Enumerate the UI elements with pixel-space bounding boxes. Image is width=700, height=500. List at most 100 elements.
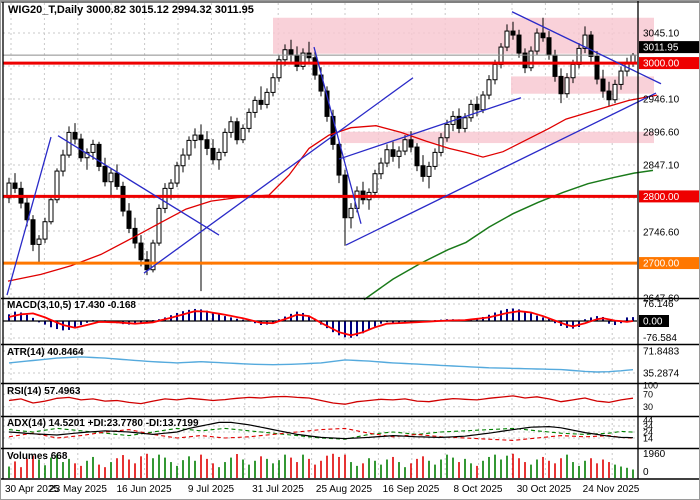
candle-body xyxy=(90,143,96,153)
candle-body xyxy=(336,143,342,176)
candle-body xyxy=(186,139,192,156)
resistance-zone xyxy=(341,131,654,144)
candle-body xyxy=(522,52,528,69)
trendline xyxy=(57,135,220,236)
price-tag-label: 3000.00 xyxy=(643,59,680,70)
candle-body xyxy=(372,173,378,193)
candle-body xyxy=(222,131,228,153)
candle-body xyxy=(420,165,426,177)
candle-body xyxy=(468,103,474,119)
rsi-axis-label: 100 xyxy=(643,381,658,391)
candle-body xyxy=(546,37,552,56)
candle-body xyxy=(276,59,282,79)
candle-body xyxy=(210,147,216,161)
candle-body xyxy=(378,162,384,175)
candle-body xyxy=(402,139,408,152)
price-axis-label: 2896.60 xyxy=(643,128,680,139)
candle-body xyxy=(198,134,204,141)
candle-body xyxy=(540,32,546,39)
candle-body xyxy=(270,77,276,93)
candle-body xyxy=(396,150,402,157)
candle-body xyxy=(300,52,306,67)
adx-axis-label: 44 xyxy=(643,416,653,426)
trendline xyxy=(313,46,362,224)
candle-body xyxy=(630,54,636,64)
candle-body xyxy=(126,210,132,229)
candle-body xyxy=(480,94,486,111)
price-tag-bg xyxy=(639,257,699,270)
price-axis-label: 2847.10 xyxy=(643,161,680,172)
price-axis-label: 2647.60 xyxy=(643,294,680,305)
candle-body xyxy=(612,83,618,101)
candle-body xyxy=(96,143,102,167)
candle-body xyxy=(348,207,354,219)
candle-body xyxy=(534,32,540,52)
macd-axis-label: -76.584 xyxy=(643,333,677,344)
atr-line xyxy=(8,356,634,373)
candle-body xyxy=(564,77,570,95)
candle-body xyxy=(72,131,78,140)
candle-body xyxy=(60,154,66,172)
trendline xyxy=(143,77,414,274)
candle-body xyxy=(54,170,60,201)
date-axis-label: 25 Aug 2025 xyxy=(316,484,373,495)
rsi-axis-label: 30 xyxy=(643,402,653,412)
candle-body xyxy=(432,151,438,167)
date-axis-label: 9 Jul 2025 xyxy=(188,484,235,495)
date-axis-label: 8 Oct 2025 xyxy=(454,484,503,495)
candle-body xyxy=(516,34,522,54)
candle-body xyxy=(228,121,234,133)
candle-body xyxy=(24,202,30,221)
candle-body xyxy=(570,63,576,79)
candle-body xyxy=(30,219,36,245)
price-axis-label: 2946.10 xyxy=(643,95,680,106)
candle-body xyxy=(426,165,432,177)
candle-body xyxy=(48,199,54,223)
candle-body xyxy=(180,154,186,167)
volume-axis-label: 1960 xyxy=(643,449,666,460)
candle-body xyxy=(108,172,114,183)
candle-body xyxy=(144,259,150,271)
candle-body xyxy=(258,99,264,105)
adx-axis-label: 24 xyxy=(643,428,653,438)
adx-axis-label: 14 xyxy=(643,434,653,444)
candle-body xyxy=(102,165,108,183)
candle-body xyxy=(216,151,222,161)
date-axis-label: 23 May 2025 xyxy=(49,484,107,495)
date-axis-label: 16 Jun 2025 xyxy=(116,484,171,495)
candle-body xyxy=(312,57,318,76)
candle-body xyxy=(384,149,390,164)
rsi-axis-label: 70 xyxy=(643,390,653,400)
resistance-zone xyxy=(273,17,654,54)
candle-body xyxy=(444,123,450,139)
candle-body xyxy=(162,187,168,209)
candles-layer xyxy=(6,17,636,292)
date-axis-label: 24 Nov 2025 xyxy=(583,484,640,495)
candle-body xyxy=(594,55,600,80)
candle-body xyxy=(12,182,18,189)
atr-axis-label: 35.2874 xyxy=(643,369,680,380)
candle-body xyxy=(192,134,198,141)
candle-body xyxy=(606,90,612,101)
macd-axis-label: 76.146 xyxy=(643,299,674,310)
price-tag-bg xyxy=(639,41,699,54)
candle-body xyxy=(408,139,414,148)
candle-body xyxy=(288,49,294,56)
price-axis-label: 2746.60 xyxy=(643,228,680,239)
candle-body xyxy=(510,30,516,36)
candle-body xyxy=(486,79,492,96)
candle-body xyxy=(414,146,420,167)
candle-body xyxy=(618,70,624,85)
rsi-line xyxy=(8,395,634,405)
candle-body xyxy=(552,54,558,77)
atr-axis-label: 71.8483 xyxy=(643,347,680,358)
candle-body xyxy=(168,182,174,189)
candle-body xyxy=(558,75,564,95)
date-axis-label: 16 Sep 2025 xyxy=(383,484,440,495)
macd-zero-tag: 0.00 xyxy=(643,317,663,328)
trendline xyxy=(511,11,662,85)
macd-zero-tag-bg xyxy=(639,315,669,327)
date-axis-label: 30 Apr 2025 xyxy=(5,484,59,495)
